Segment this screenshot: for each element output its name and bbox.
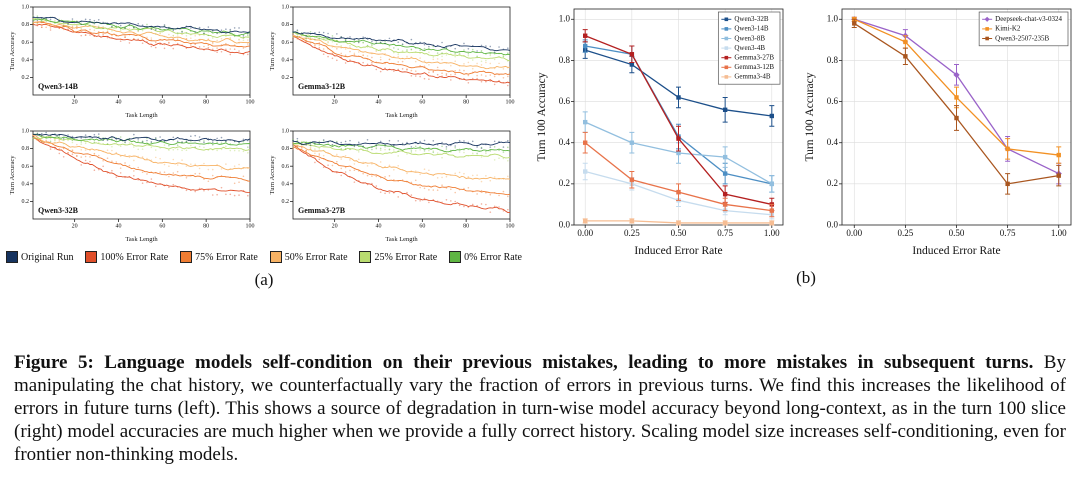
panel-a: Original Run 100% Error Rate 75% Error Rat… bbox=[6, 2, 522, 304]
panel-b: (b) bbox=[534, 2, 1078, 304]
legend-swatch bbox=[269, 251, 282, 263]
legend-label: 25% Error Rate bbox=[374, 251, 438, 263]
chart-gemma3-12b bbox=[266, 2, 515, 120]
legend-swatch bbox=[180, 251, 193, 263]
legend-swatch bbox=[85, 251, 98, 263]
chart-turn100-open-models bbox=[534, 2, 790, 260]
figure-caption: Figure 5: Language models self-condition… bbox=[14, 351, 1066, 466]
chart-qwen3-32b bbox=[6, 126, 255, 244]
legend-item: 0% Error Rate bbox=[449, 251, 522, 263]
legend-item: 50% Error Rate bbox=[269, 251, 348, 263]
legend-item: 75% Error Rate bbox=[180, 251, 258, 263]
caption-rest: By manipulating the chat history, we cou… bbox=[14, 352, 1066, 465]
legend-swatch bbox=[6, 251, 18, 263]
caption-bold: Figure 5: Language models self-condition… bbox=[14, 352, 1034, 373]
chart-turn100-frontier-models bbox=[802, 2, 1078, 260]
legend-item: 100% Error Rate bbox=[85, 251, 168, 263]
figure-a-legend: Original Run 100% Error Rate 75% Error Rat… bbox=[6, 251, 522, 263]
legend-label: 100% Error Rate bbox=[100, 251, 169, 263]
figure-5: Original Run 100% Error Rate 75% Error Rat… bbox=[6, 2, 1078, 304]
legend-label: 0% Error Rate bbox=[464, 251, 522, 263]
legend-swatch bbox=[359, 251, 372, 263]
legend-label: Original Run bbox=[21, 251, 74, 263]
legend-item: Original Run bbox=[6, 251, 74, 263]
legend-label: 75% Error Rate bbox=[195, 251, 258, 263]
chart-gemma3-27b bbox=[266, 126, 515, 244]
panel-b-label: (b) bbox=[796, 268, 816, 287]
legend-label: 50% Error Rate bbox=[284, 251, 348, 263]
panel-a-label: (a) bbox=[254, 270, 274, 289]
legend-item: 25% Error Rate bbox=[359, 251, 437, 263]
legend-swatch bbox=[449, 251, 462, 263]
chart-qwen3-14b bbox=[6, 2, 255, 120]
